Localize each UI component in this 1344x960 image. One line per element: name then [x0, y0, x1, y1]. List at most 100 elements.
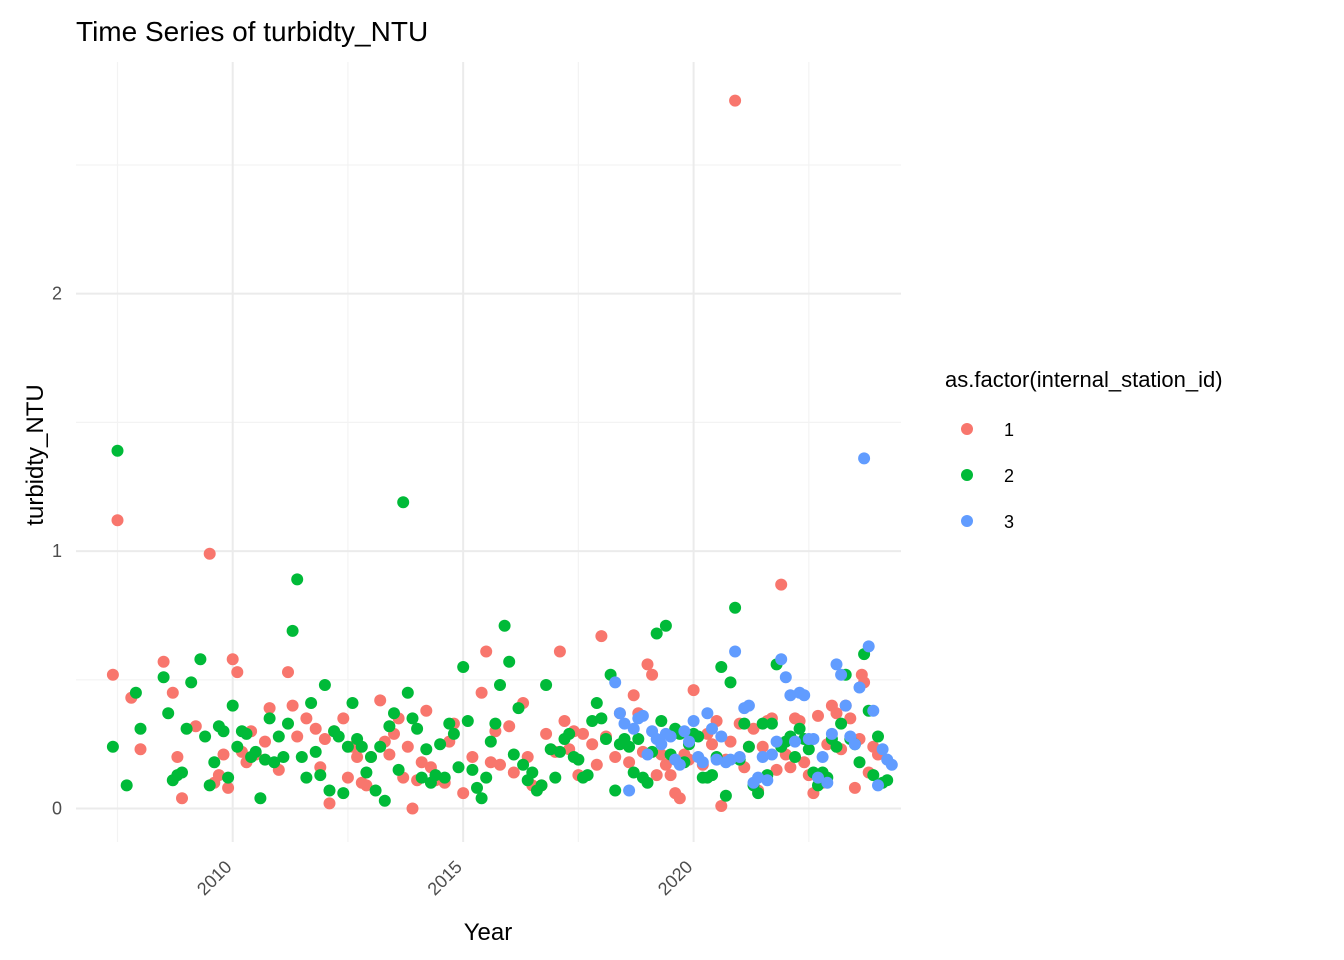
data-point-series-1 — [830, 707, 843, 720]
data-point-series-2 — [738, 717, 751, 730]
data-point-series-2 — [872, 730, 884, 743]
data-point-series-3 — [701, 707, 714, 720]
data-point-series-1 — [650, 769, 663, 782]
data-point-series-3 — [821, 776, 834, 789]
data-point-series-1 — [222, 781, 235, 794]
x-axis-ticks: 2010 2015 2020 — [193, 857, 696, 899]
data-point-series-1 — [111, 514, 124, 527]
data-point-series-2 — [447, 727, 460, 740]
data-point-series-1 — [282, 666, 294, 679]
data-point-series-2 — [471, 781, 483, 794]
data-points — [106, 94, 898, 815]
y-axis-ticks: 0 1 2 — [52, 284, 62, 819]
data-point-series-3 — [862, 640, 875, 653]
data-point-series-2 — [120, 779, 133, 792]
data-point-series-3 — [655, 738, 668, 751]
data-point-series-3 — [752, 771, 765, 784]
data-point-series-1 — [341, 771, 354, 784]
data-point-series-2 — [240, 727, 253, 740]
data-point-series-3 — [876, 743, 889, 756]
data-point-series-2 — [203, 779, 216, 792]
data-point-series-1 — [134, 743, 147, 756]
data-point-series-3 — [683, 735, 695, 748]
data-point-series-2 — [461, 715, 474, 727]
data-point-series-2 — [452, 761, 465, 774]
legend: as.factor(internal_station_id) 1 2 3 — [945, 367, 1223, 532]
x-tick-label: 2015 — [424, 857, 466, 899]
data-point-series-2 — [600, 733, 612, 745]
data-point-series-1 — [756, 740, 769, 753]
data-point-series-2 — [157, 671, 170, 684]
data-point-series-2 — [867, 769, 880, 782]
data-point-series-2 — [318, 679, 331, 691]
data-point-series-2 — [346, 697, 359, 709]
data-point-series-3 — [696, 756, 709, 769]
data-point-series-3 — [687, 715, 700, 727]
data-point-series-3 — [673, 758, 686, 771]
legend-label-2: 2 — [1004, 466, 1014, 486]
data-point-series-3 — [724, 753, 737, 766]
data-point-series-3 — [613, 707, 626, 720]
data-point-series-3 — [872, 779, 884, 792]
data-point-series-2 — [590, 697, 603, 709]
data-point-series-1 — [263, 702, 276, 715]
data-point-series-3 — [627, 722, 640, 735]
data-point-series-3 — [710, 753, 723, 766]
data-point-series-2 — [438, 771, 451, 784]
x-tick-label: 2010 — [193, 857, 235, 899]
data-point-series-3 — [853, 681, 866, 694]
data-point-series-1 — [687, 684, 700, 697]
data-point-series-1 — [415, 756, 428, 769]
data-point-series-2 — [881, 774, 894, 787]
data-point-series-1 — [475, 686, 488, 699]
data-point-series-2 — [360, 766, 373, 779]
data-point-series-1 — [595, 630, 608, 643]
data-point-series-3 — [807, 733, 820, 745]
data-point-series-3 — [835, 668, 848, 681]
data-point-series-2 — [305, 697, 318, 709]
data-point-series-2 — [401, 686, 414, 699]
data-point-series-2 — [793, 722, 806, 735]
data-point-series-2 — [659, 619, 672, 632]
data-point-series-1 — [664, 769, 677, 782]
data-point-series-2 — [830, 740, 843, 753]
data-point-series-1 — [558, 715, 571, 727]
data-point-series-1 — [300, 712, 313, 725]
data-point-series-1 — [383, 748, 396, 761]
data-point-series-1 — [844, 712, 857, 725]
x-axis-title: Year — [464, 919, 513, 946]
data-point-series-1 — [586, 738, 599, 751]
data-point-series-1 — [540, 727, 553, 740]
data-point-series-3 — [885, 758, 898, 771]
legend-label-3: 3 — [1004, 512, 1014, 532]
data-point-series-1 — [374, 694, 387, 707]
data-point-series-2 — [397, 496, 410, 509]
data-point-series-2 — [484, 735, 497, 748]
data-point-series-1 — [323, 797, 336, 810]
data-point-series-2 — [268, 756, 281, 769]
data-point-series-3 — [641, 748, 654, 761]
data-point-series-3 — [733, 751, 746, 763]
data-point-series-2 — [272, 730, 285, 743]
data-point-series-3 — [678, 725, 691, 738]
data-point-series-2 — [291, 573, 304, 586]
data-point-series-3 — [636, 709, 649, 722]
data-point-series-2 — [752, 787, 765, 800]
data-point-series-2 — [609, 784, 622, 797]
data-point-series-2 — [586, 715, 599, 727]
data-point-series-3 — [609, 676, 622, 689]
data-point-series-3 — [770, 735, 783, 748]
data-point-series-2 — [765, 717, 778, 730]
y-tick-label: 0 — [52, 799, 62, 819]
data-point-series-3 — [816, 751, 829, 763]
data-point-series-2 — [411, 722, 424, 735]
data-point-series-1 — [724, 735, 737, 748]
data-point-series-1 — [775, 578, 788, 591]
data-point-series-3 — [839, 699, 852, 712]
data-point-series-1 — [401, 740, 414, 753]
data-point-series-2 — [259, 753, 271, 766]
data-point-series-2 — [106, 740, 119, 753]
data-point-series-2 — [277, 751, 290, 763]
data-point-series-2 — [632, 733, 645, 745]
data-point-series-2 — [789, 751, 801, 763]
